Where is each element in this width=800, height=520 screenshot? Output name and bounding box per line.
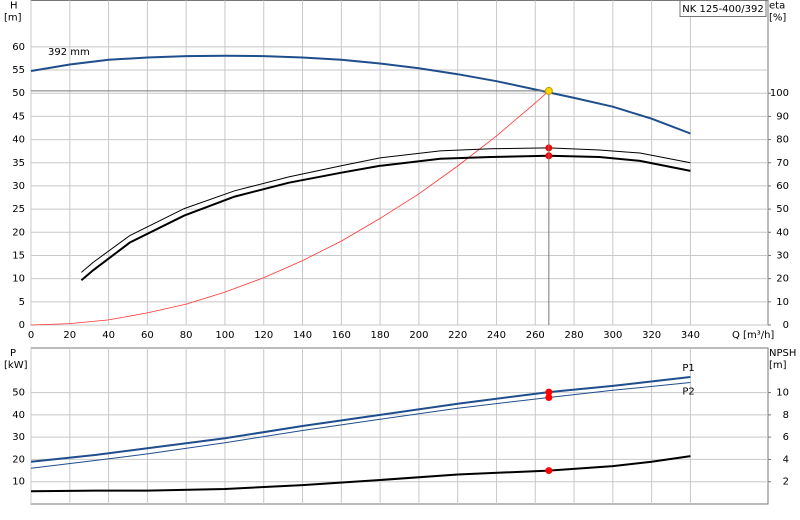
y-tick-label: 20 [12,454,25,465]
y2-tick-label: 0 [783,320,789,331]
plot-frame [30,347,769,505]
y-axis-label: P [10,348,16,359]
x-tick-label: 160 [332,330,351,341]
x-tick-label: 60 [141,330,154,341]
y-tick-label: 30 [12,432,25,443]
x-tick-label: 140 [293,330,312,341]
x-tick-label: 240 [487,330,506,341]
y-tick-label: 45 [12,111,25,122]
curve [80,154,691,282]
y2-axis-unit: [m] [769,360,787,371]
y-tick-label: 30 [12,181,25,192]
y2-tick-label: 30 [776,250,789,261]
y-tick-label: 35 [12,158,25,169]
curve [30,54,691,135]
x-tick-label: 40 [102,330,115,341]
point-marker [544,86,553,95]
curve [30,90,550,326]
y2-tick-label: 6 [783,432,789,443]
y2-axis-label: NPSH [769,348,796,359]
y2-tick-label: 100 [770,88,789,99]
y-tick-label: 0 [19,320,25,331]
y2-axis-unit: [%] [769,13,786,24]
y-tick-label: 15 [12,250,25,261]
x-tick-label: 340 [681,330,700,341]
y2-tick-label: 70 [776,158,789,169]
y-axis-unit: [kW] [4,360,28,371]
x-tick-label: 300 [603,330,622,341]
title-box [679,0,767,17]
y2-axis-label: eta [769,1,785,12]
series-label: P1 [682,363,694,374]
curve [30,376,691,463]
x-tick-label: 320 [642,330,661,341]
y2-tick-label: 40 [776,227,789,238]
y-tick-label: 50 [12,88,25,99]
y-tick-label: 40 [12,135,25,146]
curve [30,382,691,469]
x-tick-label: 80 [180,330,193,341]
y2-tick-label: 2 [783,477,789,488]
y2-tick-label: 80 [776,135,789,146]
y-axis-label: H [10,1,18,12]
y2-tick-label: 60 [776,181,789,192]
y2-tick-label: 8 [783,410,789,421]
curve [81,147,691,273]
x-tick-label: 260 [526,330,545,341]
series-label: P2 [682,387,694,398]
point-marker [545,467,553,475]
y2-tick-label: 20 [776,274,789,285]
y-tick-label: 25 [12,204,25,215]
point-marker [545,393,553,401]
x-tick-label: 20 [63,330,76,341]
y-tick-label: 10 [12,274,25,285]
y-tick-label: 5 [19,297,25,308]
y2-tick-label: 50 [776,204,789,215]
x-tick-label: 100 [215,330,234,341]
x-tick-label: 200 [409,330,428,341]
annotation: 392 mm [48,47,90,58]
point-marker [545,388,553,396]
x-tick-label: 220 [448,330,467,341]
y-tick-label: 10 [12,477,25,488]
x-tick-label: 0 [28,330,34,341]
y2-tick-label: 4 [783,454,789,465]
y-axis-unit: [m] [4,13,22,24]
x-tick-label: 280 [565,330,584,341]
x-tick-label: 180 [371,330,390,341]
y-tick-label: 55 [12,65,25,76]
y-tick-label: 50 [12,388,25,399]
chart-title: NK 125-400/392 [682,4,763,15]
y-tick-label: 60 [12,42,25,53]
x-axis-label: Q [m³/h] [732,330,774,341]
y2-tick-label: 90 [776,111,789,122]
y2-tick-label: 10 [776,297,789,308]
x-tick-label: 120 [254,330,273,341]
y2-tick-label: 10 [776,388,789,399]
y-tick-label: 40 [12,410,25,421]
curve [30,455,691,493]
y-tick-label: 20 [12,227,25,238]
